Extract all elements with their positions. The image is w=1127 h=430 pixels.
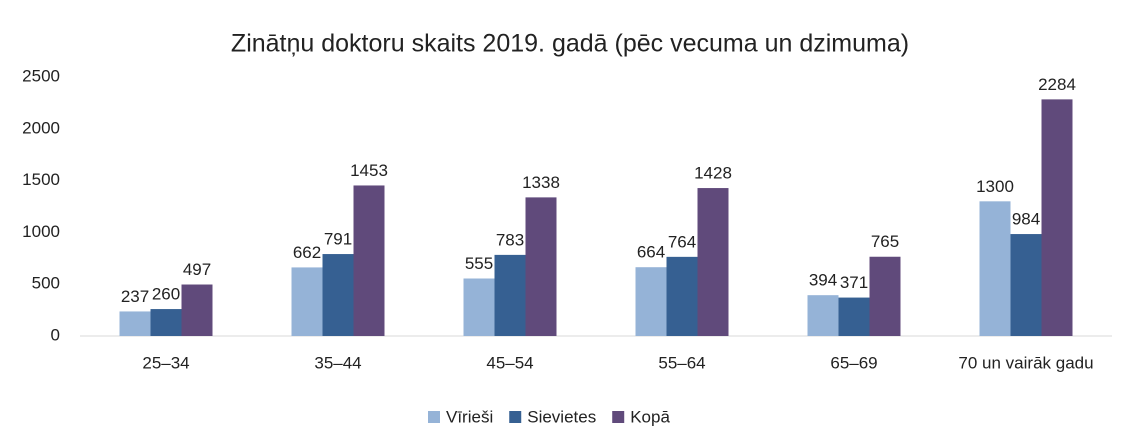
y-tick-label: 1500 [22, 170, 60, 189]
x-tick-label: 45–54 [486, 353, 533, 372]
data-label: 371 [840, 273, 868, 292]
legend-swatch [509, 411, 522, 423]
data-label: 783 [496, 230, 524, 249]
bar [150, 309, 182, 336]
legend-label: Kopā [630, 407, 670, 426]
bar [838, 297, 870, 336]
bar [322, 254, 354, 336]
bar [697, 188, 729, 336]
x-tick-label: 25–34 [142, 353, 189, 372]
y-tick-label: 500 [32, 274, 60, 293]
y-tick-label: 1000 [22, 222, 60, 241]
data-label: 1338 [522, 173, 560, 192]
x-tick-label: 55–64 [658, 353, 705, 372]
y-tick-label: 2500 [22, 66, 60, 85]
data-label: 764 [668, 232, 696, 251]
data-label: 555 [465, 254, 493, 273]
y-tick-label: 0 [51, 325, 60, 344]
data-label: 662 [293, 243, 321, 262]
data-label: 237 [121, 287, 149, 306]
data-label: 1453 [350, 161, 388, 180]
bar [463, 278, 495, 336]
bar [525, 197, 557, 336]
bar [1010, 234, 1042, 336]
x-tick-label: 70 un vairāk gadu [958, 353, 1093, 372]
data-label: 394 [809, 271, 837, 290]
x-tick-label: 65–69 [830, 353, 877, 372]
data-label: 791 [324, 230, 352, 249]
data-label: 497 [183, 260, 211, 279]
bar [807, 295, 839, 336]
data-label: 2284 [1038, 75, 1076, 94]
bar [181, 284, 213, 336]
data-label: 1300 [976, 177, 1014, 196]
data-label: 1428 [694, 164, 732, 183]
data-label: 260 [152, 285, 180, 304]
legend-label: Sievietes [527, 407, 596, 426]
x-tick-label: 35–44 [314, 353, 361, 372]
legend-swatch [428, 411, 440, 423]
chart-title: Zinātņu doktoru skaits 2019. gadā (pēc v… [231, 30, 909, 58]
y-tick-label: 2000 [22, 118, 60, 137]
data-label: 984 [1012, 210, 1040, 229]
bar [869, 256, 901, 336]
legend-label: Vīrieši [446, 407, 493, 426]
bar [1041, 99, 1073, 337]
bar [494, 254, 526, 336]
bar [353, 185, 385, 336]
bar [119, 311, 151, 336]
bar [666, 256, 698, 336]
bar [979, 201, 1011, 336]
data-label: 664 [637, 243, 665, 262]
legend-swatch [612, 411, 625, 423]
bar [635, 267, 667, 336]
data-label: 765 [871, 232, 899, 251]
bar [291, 267, 323, 336]
